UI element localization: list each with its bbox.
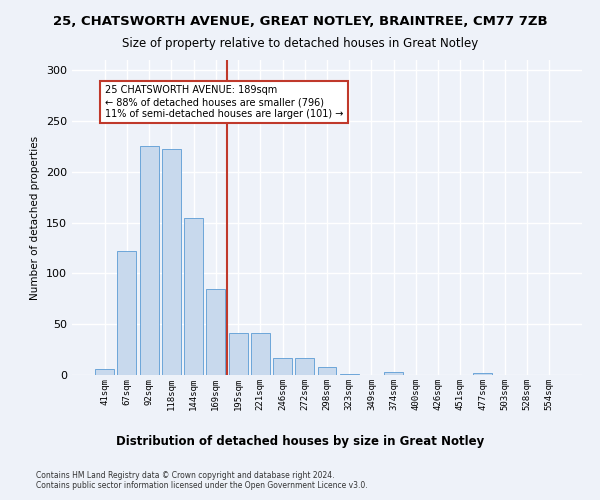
Bar bbox=[95, 369, 114, 375]
Bar bbox=[118, 251, 136, 375]
Bar bbox=[295, 358, 314, 375]
Bar bbox=[317, 367, 337, 375]
Text: 25, CHATSWORTH AVENUE, GREAT NOTLEY, BRAINTREE, CM77 7ZB: 25, CHATSWORTH AVENUE, GREAT NOTLEY, BRA… bbox=[53, 15, 547, 28]
Bar bbox=[206, 288, 225, 375]
Text: Contains HM Land Registry data © Crown copyright and database right 2024.
Contai: Contains HM Land Registry data © Crown c… bbox=[36, 470, 368, 490]
Text: Size of property relative to detached houses in Great Notley: Size of property relative to detached ho… bbox=[122, 38, 478, 51]
Bar bbox=[384, 372, 403, 375]
Bar bbox=[162, 150, 181, 375]
Bar bbox=[273, 358, 292, 375]
Bar bbox=[140, 146, 158, 375]
Bar bbox=[229, 334, 248, 375]
Bar bbox=[473, 373, 492, 375]
Text: 25 CHATSWORTH AVENUE: 189sqm
← 88% of detached houses are smaller (796)
11% of s: 25 CHATSWORTH AVENUE: 189sqm ← 88% of de… bbox=[105, 86, 343, 118]
Bar bbox=[340, 374, 359, 375]
Y-axis label: Number of detached properties: Number of detached properties bbox=[31, 136, 40, 300]
Bar bbox=[184, 218, 203, 375]
Bar bbox=[251, 334, 270, 375]
Text: Distribution of detached houses by size in Great Notley: Distribution of detached houses by size … bbox=[116, 435, 484, 448]
